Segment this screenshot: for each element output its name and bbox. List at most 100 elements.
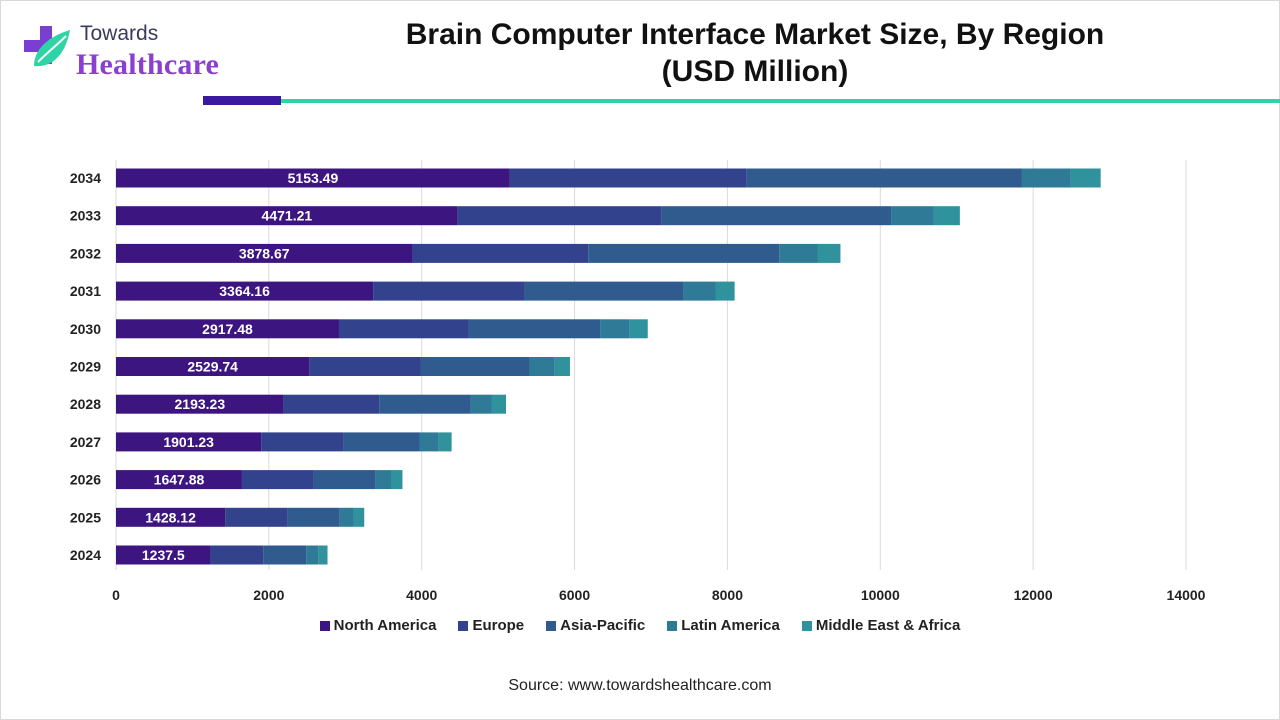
legend-swatch [667,620,678,631]
x-tick-label: 8000 [712,587,743,603]
data-label: 1901.23 [163,434,214,450]
y-category-label: 2025 [70,509,101,525]
x-tick-label: 14000 [1167,587,1206,603]
x-tick-label: 10000 [861,587,900,603]
bar-segment [746,168,1022,188]
data-label: 1428.12 [145,509,196,525]
bar-segment [338,319,469,339]
bar-segment [287,507,340,527]
bar-segment [661,206,892,226]
legend-label: Latin America [681,617,780,634]
bar-segment [509,168,747,188]
bar-segment [420,357,530,376]
legend-item: Asia-Pacific [546,617,645,634]
bar-segment [116,545,211,565]
data-label: 1237.5 [142,547,185,563]
y-category-label: 2031 [70,283,101,299]
legend-swatch [546,620,557,631]
bar-segment [1021,168,1071,188]
bar-segment [373,281,525,301]
legend-label: North America [333,617,437,634]
legend-swatch [458,620,469,631]
bar-segment [283,394,380,414]
bar-segment [313,470,376,490]
bar-segment [779,243,818,263]
chart-title-line2: (USD Million) [661,55,849,88]
bar-segment [116,394,284,414]
bar-segment [600,319,630,339]
title-underline [281,99,1280,103]
legend-item: Latin America [667,617,780,634]
data-label: 2193.23 [175,396,226,412]
bar-segment [554,357,570,376]
chart-title: Brain Computer Interface Market Size, By… [330,16,1180,90]
legend-swatch [319,620,330,631]
bar-segment [375,470,391,490]
logo-text-top: Towards [80,22,159,45]
data-label: 2917.48 [202,321,253,337]
legend-label: Middle East & Africa [815,617,961,634]
bar-segment [116,168,510,188]
bar-segment [715,281,735,301]
x-tick-label: 2000 [253,587,284,603]
logo: Towards Healthcare [20,20,240,82]
bar-segment [241,470,314,490]
bar-segment [116,470,242,490]
bar-segment [225,507,288,527]
data-label: 4471.21 [262,208,313,224]
data-label: 2529.74 [187,359,238,375]
bar-segment [438,432,452,452]
y-category-label: 2029 [70,359,101,375]
bar-segment [529,357,555,376]
bar-segment [116,243,413,263]
bar-segment [116,357,310,376]
bar-segment [588,243,780,263]
bar-segment [343,432,420,452]
bar-segment [390,470,403,490]
y-category-label: 2026 [70,472,101,488]
legend-label: Asia-Pacific [560,617,646,634]
bar-segment [116,319,339,339]
bar-segment [306,545,319,565]
x-tick-label: 6000 [559,587,590,603]
legend-swatch [801,620,812,631]
bar-segment [339,507,354,527]
bar-segment [261,432,344,452]
bar-segment [933,206,960,226]
bar-segment [116,281,374,301]
legend-item: North America [319,617,437,634]
legend-item: Europe [458,617,524,634]
bar-segment [683,281,716,301]
y-category-label: 2034 [70,170,101,186]
x-tick-label: 12000 [1014,587,1053,603]
plus-leaf-icon [24,26,70,67]
bar-segment [524,281,684,301]
data-label: 5153.49 [288,170,339,186]
y-category-label: 2033 [70,208,101,224]
x-tick-label: 0 [112,587,120,603]
bar-segment [318,545,328,565]
bar-segment [116,206,458,226]
bar-segment [457,206,662,226]
bar-segment [1070,168,1101,188]
bar-segment [419,432,439,452]
source-note: Source: www.towardshealthcare.com [508,677,772,694]
data-label: 3364.16 [219,283,270,299]
bar-segment [817,243,841,263]
bar-segment [263,545,307,565]
y-category-label: 2024 [70,547,101,563]
bar-segment [116,507,226,527]
bar-segment [412,243,589,263]
y-category-label: 2032 [70,245,101,261]
bar-segment [309,357,421,376]
bar-segment [491,394,507,414]
bar-segment [891,206,934,226]
bar-segment [468,319,601,339]
chart-title-line1: Brain Computer Interface Market Size, By… [405,18,1105,51]
data-label: 3878.67 [239,245,290,261]
bar-segment [379,394,471,414]
y-category-label: 2030 [70,321,101,337]
legend-label: Europe [472,617,525,634]
title-accent-bar [203,96,281,105]
